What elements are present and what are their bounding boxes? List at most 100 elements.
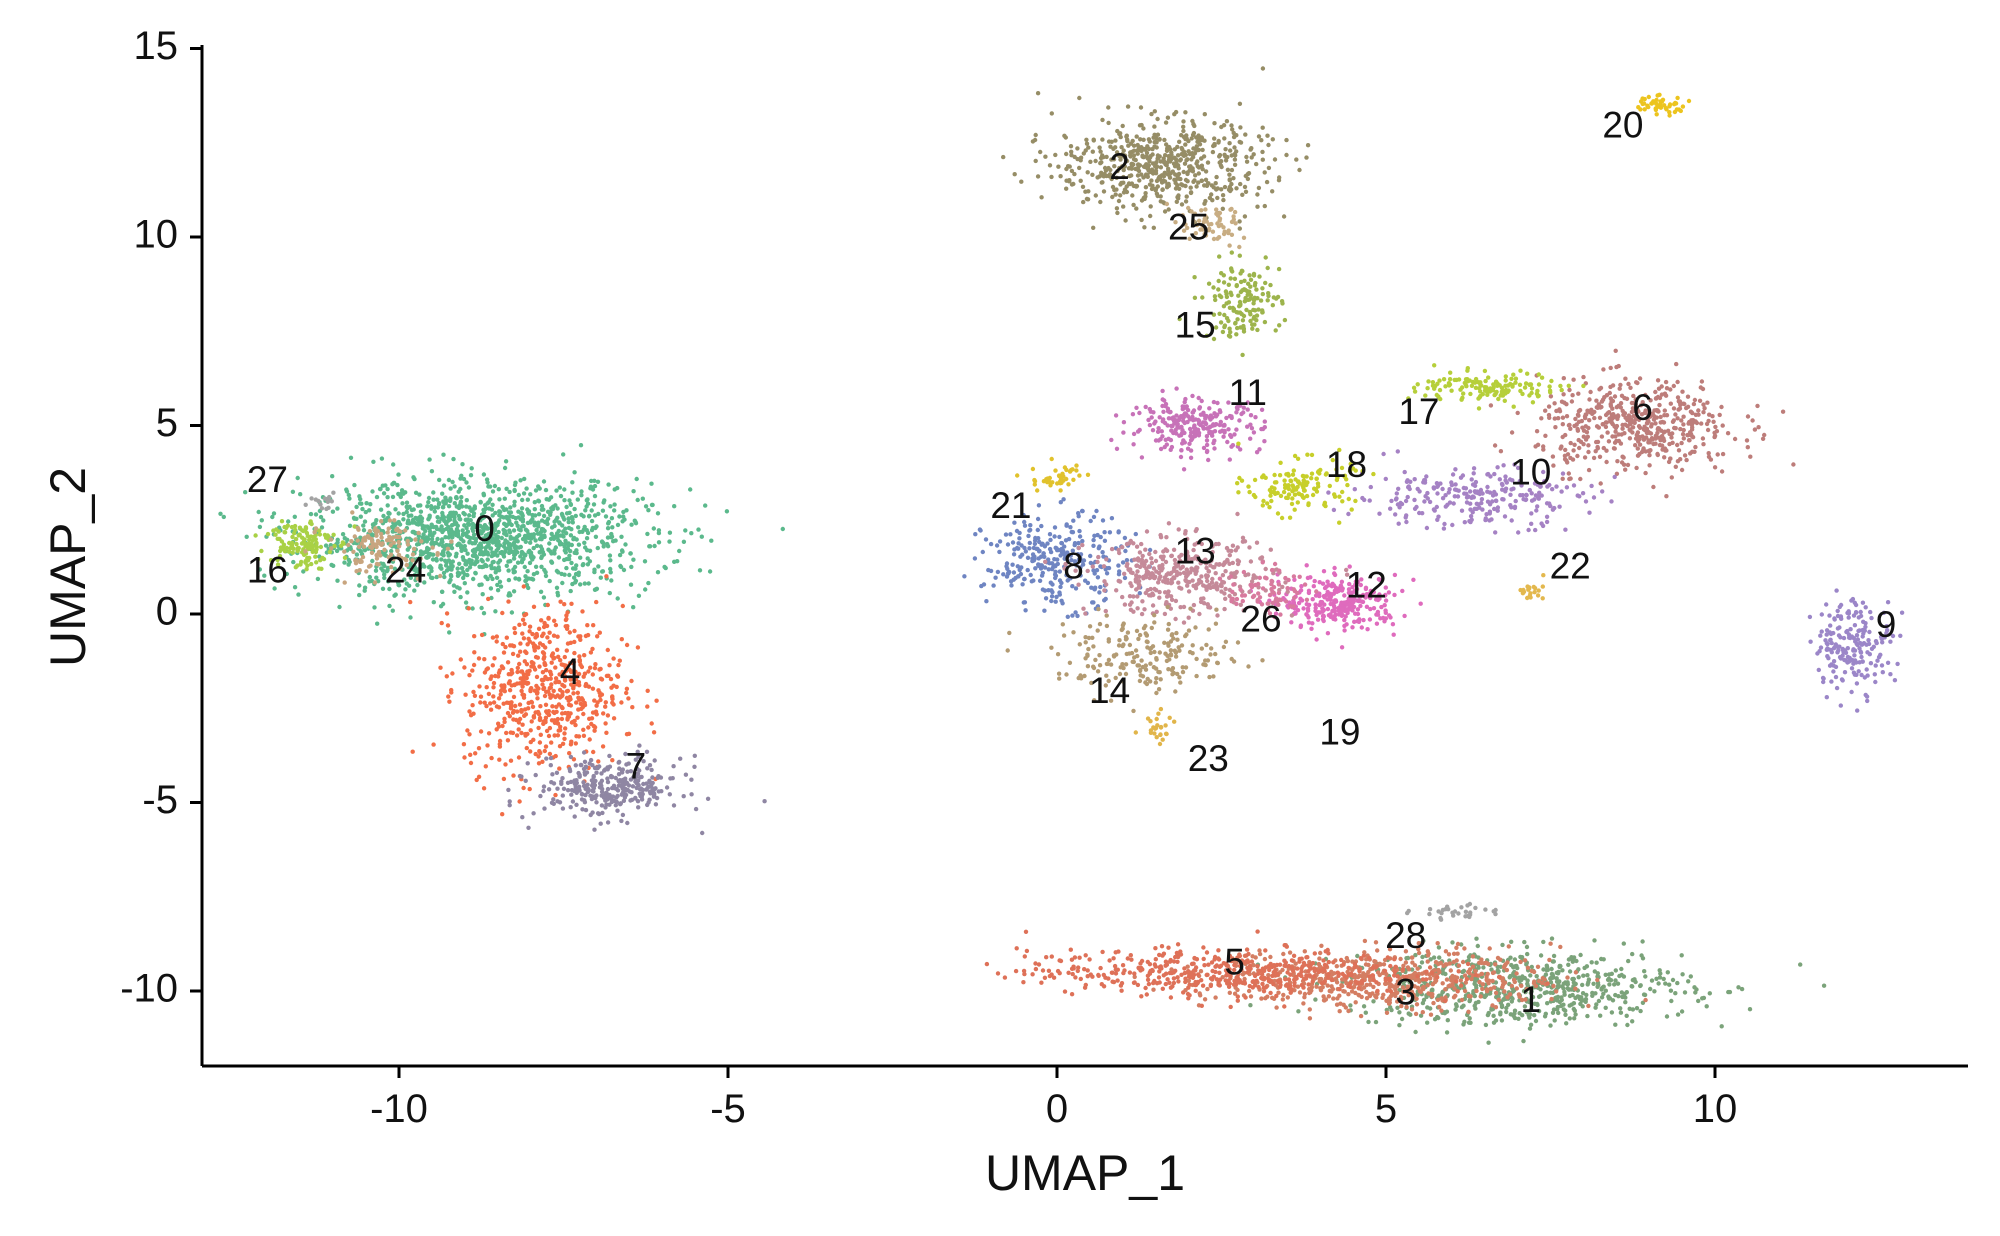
point bbox=[1049, 954, 1055, 959]
point bbox=[1231, 134, 1237, 140]
point bbox=[588, 812, 593, 818]
point bbox=[508, 643, 513, 648]
point bbox=[1021, 980, 1026, 985]
point bbox=[1585, 973, 1590, 978]
point bbox=[508, 704, 514, 709]
point bbox=[1077, 95, 1082, 101]
point bbox=[1134, 134, 1139, 139]
point bbox=[1452, 986, 1457, 991]
point bbox=[479, 632, 485, 638]
point bbox=[483, 506, 488, 512]
point bbox=[1202, 112, 1208, 117]
point bbox=[651, 730, 657, 735]
point bbox=[1358, 956, 1364, 961]
point bbox=[1373, 940, 1379, 945]
point bbox=[1057, 958, 1062, 963]
point bbox=[1648, 986, 1653, 992]
point bbox=[1595, 974, 1600, 979]
point bbox=[565, 717, 570, 722]
point bbox=[382, 563, 387, 569]
point bbox=[582, 759, 588, 764]
point bbox=[470, 668, 475, 673]
point bbox=[1033, 158, 1038, 164]
point bbox=[1323, 949, 1328, 954]
point bbox=[1599, 985, 1605, 991]
point bbox=[568, 533, 574, 538]
point bbox=[494, 634, 499, 639]
point bbox=[1295, 966, 1300, 971]
point bbox=[562, 736, 567, 741]
point bbox=[1396, 981, 1402, 987]
point bbox=[1077, 165, 1082, 171]
point bbox=[1509, 983, 1515, 989]
point bbox=[1461, 968, 1467, 974]
point bbox=[566, 519, 571, 525]
point bbox=[443, 535, 448, 540]
point bbox=[505, 710, 511, 716]
point bbox=[1791, 462, 1796, 467]
point bbox=[1649, 978, 1655, 983]
point bbox=[633, 519, 638, 525]
point bbox=[1162, 170, 1167, 176]
point bbox=[565, 641, 571, 646]
point bbox=[1651, 417, 1657, 422]
point bbox=[523, 612, 529, 617]
point bbox=[1196, 180, 1201, 185]
point bbox=[397, 522, 403, 527]
point bbox=[1399, 1003, 1404, 1009]
point bbox=[449, 545, 455, 551]
point bbox=[555, 593, 561, 598]
point bbox=[588, 484, 594, 489]
point bbox=[1301, 1001, 1306, 1006]
point bbox=[502, 716, 507, 721]
point bbox=[1216, 140, 1221, 145]
point bbox=[1171, 976, 1177, 981]
point bbox=[552, 718, 557, 723]
point bbox=[447, 552, 452, 557]
point bbox=[1663, 981, 1668, 986]
point bbox=[478, 541, 483, 546]
point bbox=[1698, 385, 1704, 390]
point bbox=[1717, 412, 1722, 418]
point bbox=[1244, 159, 1250, 164]
point bbox=[1227, 990, 1233, 995]
point bbox=[1395, 974, 1400, 979]
point bbox=[524, 662, 530, 667]
point bbox=[1506, 944, 1512, 949]
point bbox=[523, 535, 528, 541]
point bbox=[1463, 980, 1469, 985]
point bbox=[420, 562, 426, 567]
point bbox=[1415, 992, 1420, 997]
point bbox=[346, 557, 351, 563]
point bbox=[1232, 962, 1237, 968]
point bbox=[483, 764, 488, 769]
point bbox=[1260, 981, 1265, 987]
point bbox=[1609, 399, 1614, 404]
point bbox=[541, 631, 546, 636]
point bbox=[1349, 972, 1354, 978]
point bbox=[1542, 1014, 1548, 1019]
point bbox=[460, 555, 466, 560]
point bbox=[1310, 960, 1316, 966]
point bbox=[615, 522, 621, 528]
point bbox=[589, 518, 595, 524]
point bbox=[574, 537, 579, 542]
point bbox=[1181, 128, 1186, 134]
point bbox=[1493, 990, 1499, 996]
point bbox=[362, 588, 367, 593]
point bbox=[1417, 989, 1423, 994]
point bbox=[455, 585, 460, 590]
point bbox=[462, 581, 467, 586]
point bbox=[571, 691, 576, 696]
point bbox=[471, 513, 476, 519]
point bbox=[654, 698, 659, 703]
point bbox=[1090, 172, 1095, 177]
point bbox=[392, 566, 398, 571]
point bbox=[1217, 160, 1222, 165]
point bbox=[1541, 939, 1546, 945]
point bbox=[342, 536, 347, 541]
point bbox=[1115, 210, 1120, 216]
point bbox=[1456, 963, 1462, 968]
point bbox=[1462, 946, 1467, 951]
point bbox=[1598, 481, 1603, 486]
